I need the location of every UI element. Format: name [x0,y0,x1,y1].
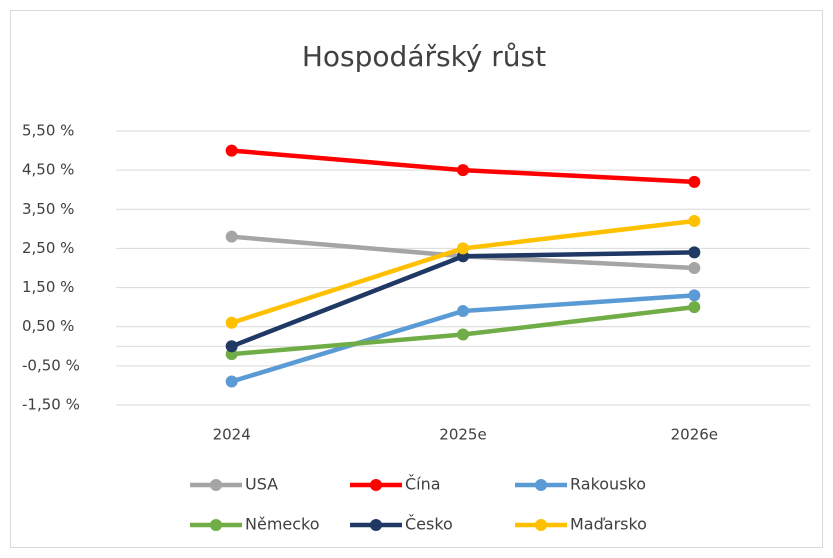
y-tick-label: 2,50 % [22,239,74,257]
point [688,246,701,259]
y-tick-label: 4,50 % [22,161,74,179]
x-tick-label: 2026e [671,426,718,444]
legend-label: Česko [405,515,453,534]
point [225,144,238,157]
chart-border [10,10,823,548]
point [688,262,701,274]
legend-label: Maďarsko [570,515,647,534]
point [457,242,469,255]
y-tick-label: -0,50 % [22,356,80,374]
point [225,375,238,388]
y-tick-label: -1,50 % [22,396,80,414]
legend-label: Čína [405,475,441,494]
point [688,301,701,314]
y-tick-label: 1,50 % [22,278,74,296]
x-tick-label: 2025e [439,426,486,444]
point [457,328,469,341]
point [688,289,701,302]
legend-marker [370,479,382,491]
legend-marker [535,519,547,531]
point [225,230,238,243]
point [688,175,701,188]
x-tick-label: 2024 [213,426,251,444]
legend-label: USA [245,475,278,494]
chart-title: Hospodářský růst [302,40,546,73]
legend-marker [210,479,222,491]
legend-marker [370,519,382,531]
legend-label: Rakousko [570,475,646,494]
point [457,305,469,318]
legend-marker [535,479,547,491]
point [688,215,701,228]
y-tick-label: 0,50 % [22,317,74,335]
y-tick-label: 5,50 % [22,122,74,140]
point [225,316,238,329]
point [457,164,469,177]
legend-label: Německo [245,515,320,534]
point [225,340,238,353]
legend-marker [210,519,222,531]
y-tick-label: 3,50 % [22,200,74,218]
